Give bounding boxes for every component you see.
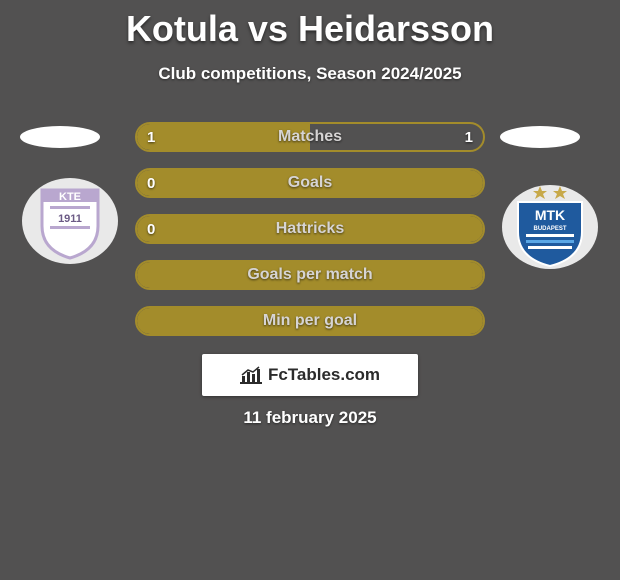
date-text: 11 february 2025 xyxy=(0,408,620,428)
bar-goals-label: Goals xyxy=(137,170,483,196)
bar-goals: 0 Goals xyxy=(135,168,485,198)
kte-label: KTE xyxy=(59,191,81,203)
bar-hattricks: 0 Hattricks xyxy=(135,214,485,244)
bar-mpg-label: Min per goal xyxy=(137,308,483,334)
bar-min-per-goal: Min per goal xyxy=(135,306,485,336)
stat-bars: 1 Matches 1 0 Goals 0 Hattricks Goals pe… xyxy=(135,122,485,352)
fctables-text: FcTables.com xyxy=(268,365,380,385)
fctables-badge[interactable]: FcTables.com xyxy=(202,354,418,396)
bar-matches-label: Matches xyxy=(137,124,483,150)
page-title: Kotula vs Heidarsson xyxy=(0,0,620,50)
bar-matches: 1 Matches 1 xyxy=(135,122,485,152)
chart-icon xyxy=(240,366,262,384)
left-club-badge: KTE 1911 xyxy=(20,176,120,266)
bar-goals-per-match: Goals per match xyxy=(135,260,485,290)
right-club-badge: MTK BUDAPEST xyxy=(500,180,600,270)
kte-shield-icon: KTE 1911 xyxy=(20,176,120,266)
subtitle: Club competitions, Season 2024/2025 xyxy=(0,64,620,84)
mtk-shield-icon: MTK BUDAPEST xyxy=(500,180,600,270)
mtk-label: MTK xyxy=(535,207,565,223)
bar-gpm-label: Goals per match xyxy=(137,262,483,288)
mtk-sublabel: BUDAPEST xyxy=(533,226,566,232)
bar-hattricks-label: Hattricks xyxy=(137,216,483,242)
left-player-avatar xyxy=(20,126,100,148)
right-player-avatar xyxy=(500,126,580,148)
bar-matches-right-value: 1 xyxy=(465,124,473,150)
kte-year: 1911 xyxy=(58,213,82,225)
